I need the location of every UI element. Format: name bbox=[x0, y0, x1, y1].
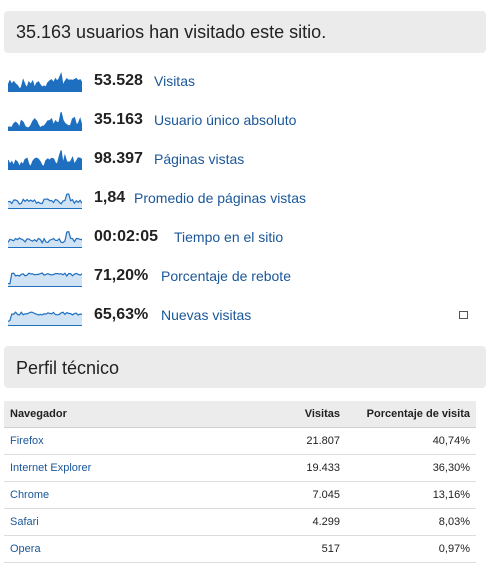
sparkline-icon bbox=[8, 193, 82, 209]
metric-avg-pages: 1,84 Promedio de páginas vistas bbox=[8, 187, 482, 213]
percent-cell: 8,03% bbox=[346, 508, 476, 536]
header-visits[interactable]: Visitas bbox=[264, 401, 346, 428]
metric-bounce-rate: 71,20% Porcentaje de rebote bbox=[8, 265, 482, 291]
metric-link-unique-users[interactable]: Usuario único absoluto bbox=[154, 112, 297, 128]
table-row: Internet Explorer 19.433 36,30% bbox=[4, 454, 476, 482]
sparkline-icon bbox=[8, 150, 82, 170]
checkbox-icon[interactable] bbox=[459, 311, 468, 319]
metric-visits: 53.528 Visitas bbox=[8, 70, 482, 96]
metric-new-visits: 65,63% Nuevas visitas bbox=[8, 304, 482, 330]
metric-value: 71,20% bbox=[94, 267, 149, 284]
metric-value: 35.163 bbox=[94, 111, 143, 128]
visits-cell: 4.299 bbox=[264, 508, 346, 536]
browser-link[interactable]: Firefox bbox=[4, 427, 264, 455]
browser-table: Navegador Visitas Porcentaje de visita F… bbox=[4, 401, 476, 563]
table-row: Chrome 7.045 13,16% bbox=[4, 481, 476, 509]
visits-cell: 7.045 bbox=[264, 481, 346, 509]
sparkline-icon bbox=[8, 311, 82, 326]
sparkline-icon bbox=[8, 230, 82, 248]
table-row: Firefox 21.807 40,74% bbox=[4, 427, 476, 455]
tech-profile-header: Perfil técnico bbox=[4, 346, 486, 388]
visits-cell: 19.433 bbox=[264, 454, 346, 482]
metric-pageviews: 98.397 Páginas vistas bbox=[8, 148, 482, 174]
visits-cell: 21.807 bbox=[264, 427, 346, 455]
percent-cell: 0,97% bbox=[346, 535, 476, 563]
summary-title: 35.163 usuarios han visitado este sitio. bbox=[16, 22, 327, 42]
percent-cell: 36,30% bbox=[346, 454, 476, 482]
browser-link[interactable]: Chrome bbox=[4, 481, 264, 509]
metric-link-new-visits[interactable]: Nuevas visitas bbox=[161, 307, 252, 323]
metric-time-on-site: 00:02:05 Tiempo en el sitio bbox=[8, 226, 482, 252]
browser-link[interactable]: Opera bbox=[4, 535, 264, 563]
summary-header: 35.163 usuarios han visitado este sitio. bbox=[4, 11, 486, 53]
percent-cell: 40,74% bbox=[346, 427, 476, 455]
metric-value: 00:02:05 bbox=[94, 228, 159, 245]
metric-unique-users: 35.163 Usuario único absoluto bbox=[8, 109, 482, 135]
table-row: Safari 4.299 8,03% bbox=[4, 508, 476, 536]
metric-link-avg-pages[interactable]: Promedio de páginas vistas bbox=[134, 190, 306, 206]
metric-value: 53.528 bbox=[94, 72, 143, 89]
metric-link-bounce-rate[interactable]: Porcentaje de rebote bbox=[161, 268, 291, 284]
metric-value: 65,63% bbox=[94, 306, 149, 323]
tech-profile-title: Perfil técnico bbox=[16, 358, 120, 378]
header-percent[interactable]: Porcentaje de visita bbox=[346, 401, 476, 428]
metric-value: 98.397 bbox=[94, 150, 143, 167]
sparkline-icon bbox=[8, 272, 82, 287]
metric-value: 1,84 bbox=[94, 189, 126, 206]
table-row: Opera 517 0,97% bbox=[4, 535, 476, 563]
visits-cell: 517 bbox=[264, 535, 346, 563]
browser-link[interactable]: Safari bbox=[4, 508, 264, 536]
table-header-row: Navegador Visitas Porcentaje de visita bbox=[4, 401, 476, 428]
browser-link[interactable]: Internet Explorer bbox=[4, 454, 264, 482]
metric-link-pageviews[interactable]: Páginas vistas bbox=[154, 151, 245, 167]
sparkline-icon bbox=[8, 72, 82, 92]
sparkline-icon bbox=[8, 112, 82, 131]
header-browser[interactable]: Navegador bbox=[4, 401, 264, 428]
metric-link-visits[interactable]: Visitas bbox=[154, 73, 195, 89]
metric-link-time-on-site[interactable]: Tiempo en el sitio bbox=[174, 229, 284, 245]
percent-cell: 13,16% bbox=[346, 481, 476, 509]
